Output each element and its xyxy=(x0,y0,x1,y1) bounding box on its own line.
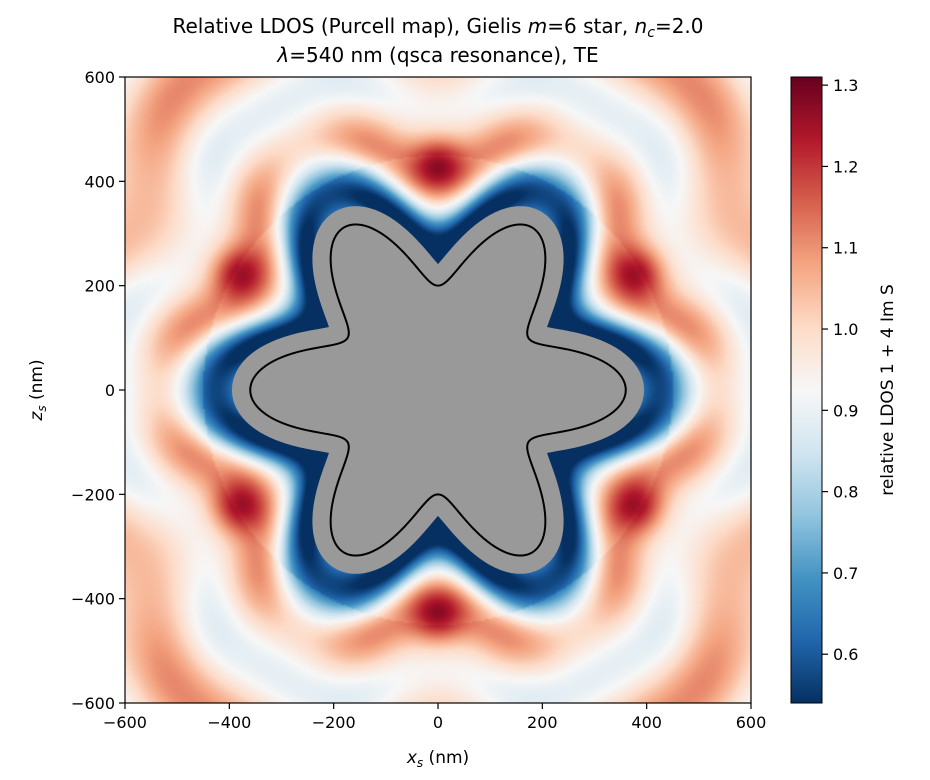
colorbar-tick-label: 0.6 xyxy=(833,645,858,664)
colorbar-tick-label: 1.1 xyxy=(833,239,858,258)
y-axis-label: zs (nm) xyxy=(27,359,49,421)
y-tick-label: −400 xyxy=(71,590,115,609)
x-tick-label: −400 xyxy=(207,713,251,732)
star-outline xyxy=(249,223,627,557)
colorbar-tick-label: 0.9 xyxy=(833,401,858,420)
colorbar-frame xyxy=(790,76,823,704)
colorbar-ticks: 0.6 0.7 0.8 0.9 1.0 1.1 1.2 1.3 xyxy=(822,76,858,664)
colorbar-tick-label: 0.8 xyxy=(833,483,858,502)
x-axis-label: xs (nm) xyxy=(406,748,469,770)
y-tick-label: 0 xyxy=(105,381,115,400)
y-tick-label: 600 xyxy=(84,68,115,87)
colorbar-tick-label: 1.3 xyxy=(833,76,858,95)
plot-area xyxy=(124,76,752,704)
colorbar-tick-label: 1.2 xyxy=(833,157,858,176)
x-tick-label: 600 xyxy=(736,713,767,732)
y-tick-label: −600 xyxy=(71,694,115,713)
x-tick-label: 200 xyxy=(527,713,558,732)
colorbar-gradient xyxy=(791,77,822,703)
colorbar-tick-label: 1.0 xyxy=(833,320,858,339)
colorbar-label: relative LDOS 1 + 4 Im S xyxy=(878,284,898,496)
y-tick-label: −200 xyxy=(71,485,115,504)
x-axis: −600 −400 −200 0 200 400 600 xyxy=(103,703,766,732)
chart-title-line1: Relative LDOS (Purcell map), Gielis m=6 … xyxy=(172,14,703,41)
y-axis: −600 −400 −200 0 200 400 600 xyxy=(71,68,125,713)
x-tick-label: −600 xyxy=(103,713,147,732)
y-tick-label: 200 xyxy=(84,277,115,296)
y-tick-label: 400 xyxy=(84,172,115,191)
x-tick-label: −200 xyxy=(312,713,356,732)
x-tick-label: 400 xyxy=(631,713,662,732)
colorbar-tick-label: 0.7 xyxy=(833,564,858,583)
chart-title-line2: λ=540 nm (qsca resonance), TE xyxy=(276,43,598,67)
x-tick-label: 0 xyxy=(433,713,443,732)
colorbar: 0.6 0.7 0.8 0.9 1.0 1.1 1.2 1.3 relative LDOS 1… xyxy=(790,76,898,704)
